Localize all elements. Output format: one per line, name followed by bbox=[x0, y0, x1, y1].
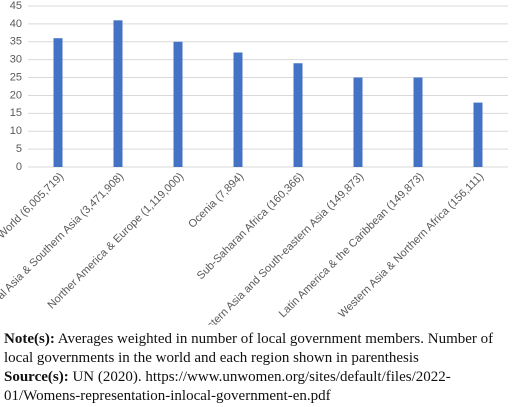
note: Note(s): Averages weighted in number of … bbox=[4, 330, 516, 368]
y-tick-label: 25 bbox=[10, 71, 22, 83]
y-tick-label: 30 bbox=[10, 54, 22, 66]
y-tick-label: 5 bbox=[16, 143, 22, 155]
y-tick-label: 35 bbox=[10, 36, 22, 48]
x-tick-label: World (6,005,719) bbox=[0, 171, 66, 242]
bar bbox=[473, 102, 483, 167]
bar bbox=[113, 20, 123, 167]
y-tick-label: 10 bbox=[10, 125, 22, 137]
x-tick-label: Ocenia (7,894) bbox=[186, 171, 246, 231]
source-text: UN (2020). https://www.unwomen.org/sites… bbox=[4, 369, 451, 404]
bar bbox=[413, 77, 423, 167]
y-tick-label: 45 bbox=[10, 0, 22, 12]
note-label: Note(s): bbox=[4, 331, 55, 347]
bar bbox=[233, 52, 243, 168]
x-tick-label: Sub-Saharan Africa (160,366) bbox=[195, 171, 306, 282]
notes: Note(s): Averages weighted in number of … bbox=[4, 330, 516, 406]
bar bbox=[173, 41, 183, 167]
y-tick-label: 20 bbox=[10, 89, 22, 101]
y-tick-label: 40 bbox=[10, 18, 22, 30]
bar bbox=[53, 38, 63, 168]
bar bbox=[293, 63, 303, 167]
note-text: Averages weighted in number of local gov… bbox=[4, 331, 494, 366]
bar bbox=[353, 77, 363, 167]
y-tick-label: 15 bbox=[10, 107, 22, 119]
y-tick-label: 0 bbox=[16, 161, 22, 173]
source-label: Source(s): bbox=[4, 369, 69, 385]
source: Source(s): UN (2020). https://www.unwome… bbox=[4, 368, 516, 406]
x-tick-label: Norther America & Europe (1,119,000) bbox=[46, 171, 187, 312]
